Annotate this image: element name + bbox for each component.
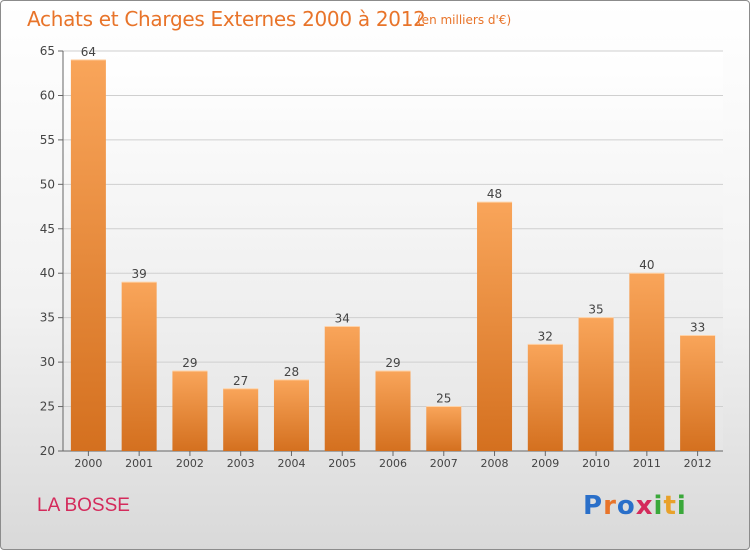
logo-letter: r: [603, 491, 617, 521]
y-tick-label: 35: [40, 311, 55, 325]
y-tick-label: 65: [40, 44, 55, 58]
data-label: 48: [487, 187, 502, 201]
bar: [223, 388, 259, 451]
logo-letter: P: [583, 491, 604, 521]
x-tick-label: 2011: [633, 457, 661, 470]
bar: [477, 202, 513, 451]
y-tick-label: 20: [40, 444, 55, 458]
x-tick-label: 2010: [582, 457, 610, 470]
x-tick-label: 2008: [481, 457, 509, 470]
logo-letter: i: [676, 491, 687, 521]
logo-letter: o: [616, 491, 636, 521]
y-tick-label: 25: [40, 400, 55, 414]
bar: [578, 317, 614, 451]
data-label: 34: [335, 312, 350, 326]
y-tick-label: 60: [40, 88, 55, 102]
data-label: 40: [639, 258, 654, 272]
x-tick-label: 2002: [176, 457, 204, 470]
data-label: 35: [588, 303, 603, 317]
y-tick-label: 30: [40, 355, 55, 369]
x-tick-label: 2006: [379, 457, 407, 470]
bar: [527, 344, 563, 451]
x-tick-label: 2000: [74, 457, 102, 470]
y-tick-label: 45: [40, 222, 55, 236]
x-tick-label: 2005: [328, 457, 356, 470]
logo-letter: t: [663, 491, 677, 521]
x-tick-label: 2007: [430, 457, 458, 470]
data-label: 27: [233, 374, 248, 388]
data-label: 64: [81, 45, 96, 59]
chart-title: Achats et Charges Externes 2000 à 2012: [27, 7, 426, 31]
chart-subtitle: (en milliers d'€): [417, 13, 512, 27]
y-tick-label: 40: [40, 266, 55, 280]
logo-letter: x: [635, 491, 654, 521]
logo-letter: i: [653, 491, 664, 521]
bar: [121, 282, 157, 451]
data-label: 39: [132, 267, 147, 281]
proxiti-logo: Proxiti: [583, 491, 687, 521]
data-label: 33: [690, 320, 705, 334]
bar: [375, 371, 411, 451]
x-tick-label: 2001: [125, 457, 153, 470]
bar: [273, 379, 309, 451]
data-label: 29: [182, 356, 197, 370]
x-tick-label: 2003: [227, 457, 255, 470]
commune-name: LA BOSSE: [37, 495, 130, 516]
data-label: 28: [284, 365, 299, 379]
bar: [680, 335, 716, 451]
y-tick-label: 50: [40, 177, 55, 191]
bar: [172, 371, 208, 451]
x-tick-label: 2004: [277, 457, 305, 470]
bar: [629, 273, 665, 451]
data-label: 29: [385, 356, 400, 370]
y-tick-label: 55: [40, 133, 55, 147]
x-tick-label: 2009: [531, 457, 559, 470]
bar: [426, 406, 462, 451]
bar: [70, 59, 106, 452]
data-label: 32: [538, 329, 553, 343]
bar: [324, 326, 360, 451]
x-tick-label: 2012: [684, 457, 712, 470]
data-label: 25: [436, 392, 451, 406]
